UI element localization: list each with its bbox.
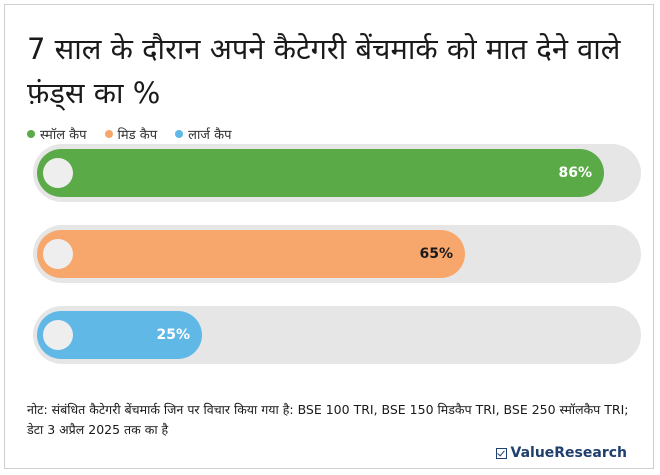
bar-value-label: 25% xyxy=(156,327,190,343)
bar-track-small-cap: 86% xyxy=(33,144,641,202)
brand-name: ValueResearch xyxy=(510,445,628,461)
chart-title: 7 साल के दौरान अपने कैटेगरी बेंचमार्क को… xyxy=(27,32,621,110)
bar-track-mid-cap: 65% xyxy=(33,225,641,283)
legend-dot-icon xyxy=(104,130,113,138)
legend-item-small-cap: स्मॉल कैप xyxy=(27,125,87,143)
bar-large-cap: 25% xyxy=(37,311,202,359)
legend-label: मिड कैप xyxy=(117,128,158,143)
brand-logo: ValueResearch xyxy=(495,445,628,461)
legend: स्मॉल कैप मिड कैप लार्ज कैप xyxy=(27,125,231,143)
bar-value-label: 86% xyxy=(558,165,592,181)
checkbox-icon xyxy=(495,447,507,459)
legend-label: लार्ज कैप xyxy=(188,128,232,143)
bar-knob-icon xyxy=(43,158,73,188)
legend-item-large-cap: लार्ज कैप xyxy=(175,125,231,143)
bar-small-cap: 86% xyxy=(37,149,604,197)
bar-value-label: 65% xyxy=(419,246,453,262)
bar-track-large-cap: 25% xyxy=(33,306,641,364)
legend-item-mid-cap: मिड कैप xyxy=(104,125,158,143)
legend-dot-icon xyxy=(27,130,35,138)
chart-frame: 7 साल के दौरान अपने कैटेगरी बेंचमार्क को… xyxy=(4,4,654,469)
bar-knob-icon xyxy=(43,320,73,350)
bar-knob-icon xyxy=(43,239,73,269)
bar-mid-cap: 65% xyxy=(37,230,465,278)
footnote: नोट: संबंधित कैटेगरी बेंचमार्क जिन पर वि… xyxy=(27,402,629,437)
legend-label: स्मॉल कैप xyxy=(40,128,87,143)
legend-dot-icon xyxy=(175,130,184,138)
